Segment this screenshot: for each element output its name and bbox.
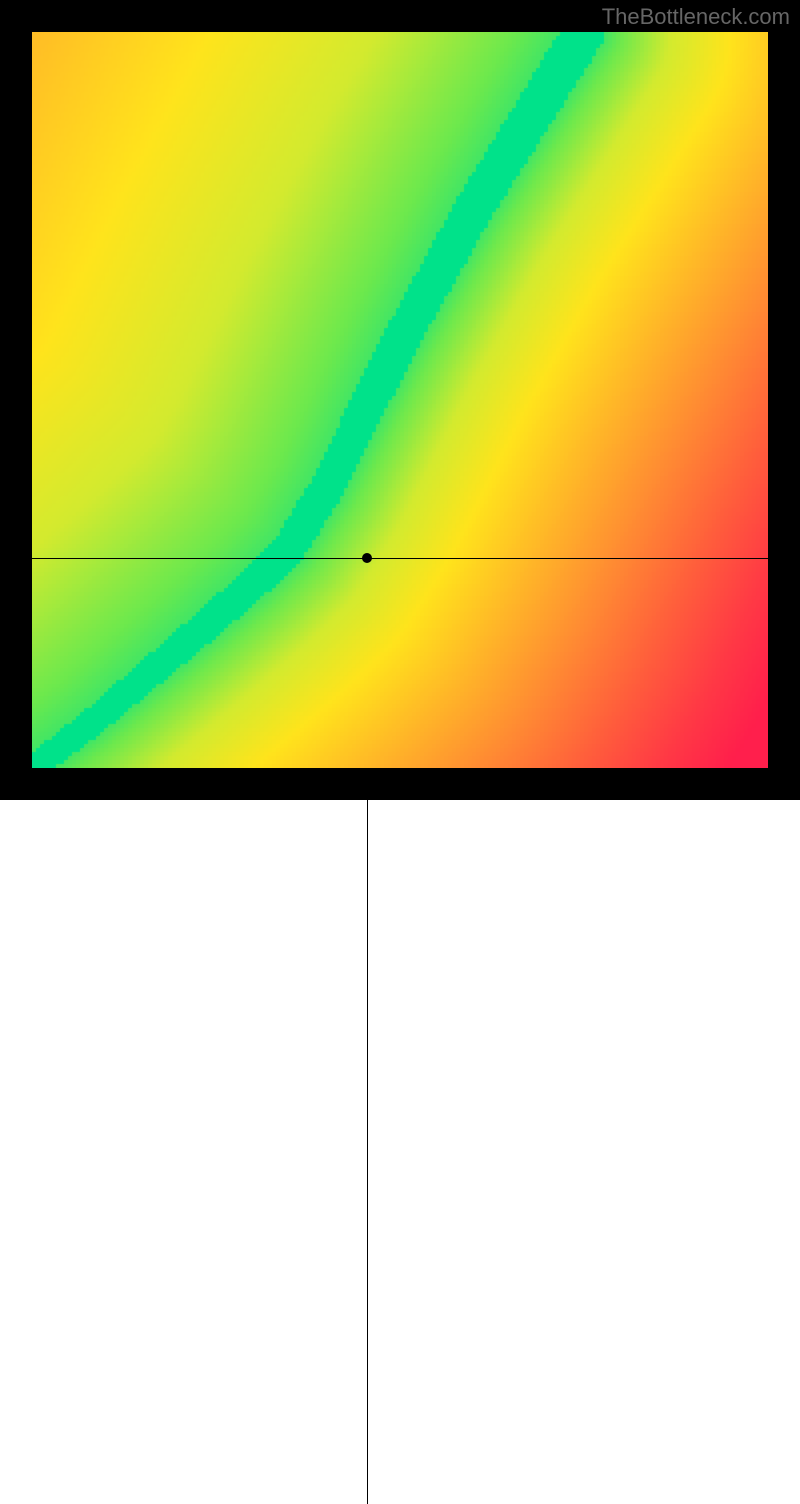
watermark-text: TheBottleneck.com <box>602 4 790 30</box>
heatmap-canvas <box>32 32 768 768</box>
plot-area <box>32 32 768 768</box>
chart-container: TheBottleneck.com <box>0 0 800 800</box>
selection-point[interactable] <box>362 553 372 563</box>
crosshair-horizontal <box>32 558 768 559</box>
crosshair-vertical <box>367 768 368 1504</box>
